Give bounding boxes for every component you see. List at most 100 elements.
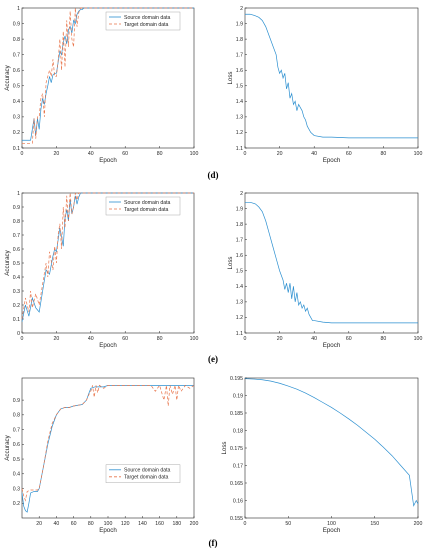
y-tick-label: 0.175 xyxy=(230,446,243,452)
y-tick-label: 1.8 xyxy=(236,37,243,43)
x-tick-label: 80 xyxy=(157,151,163,157)
series-line-loss xyxy=(245,201,418,324)
y-tick-label: 0.165 xyxy=(230,481,243,487)
x-axis-label: Epoch xyxy=(323,342,341,349)
series-line-loss xyxy=(245,13,418,139)
y-tick-label: 0.1 xyxy=(13,146,20,152)
chart-e-accuracy: 0 20 40 60 80 100 0 0.1 0.2 0.3 0.4 0.5 0.6 0.7 0.8 0.9… xyxy=(4,191,198,349)
chart-d-accuracy: 0 20 40 60 80 100 0.1 0.2 0.3 0.4 0.5 0.6 0.7 0.8 0.9 1… xyxy=(4,6,198,164)
chart-d-loss: 0 20 40 60 80 100 1.1 1.2 1.3 1.4 1.5 1.6 1.7 1.8 1.9 2… xyxy=(227,6,422,164)
x-tick-label: 100 xyxy=(190,151,199,157)
y-tick-label: 0 xyxy=(17,331,20,337)
y-tick-label: 1.1 xyxy=(236,331,243,337)
y-tick-label: 1.3 xyxy=(236,115,243,121)
y-tick-label: 1.5 xyxy=(236,269,243,275)
x-axis-label: Epoch xyxy=(99,527,117,534)
legend-entry: Target domain data xyxy=(124,207,169,213)
series-line-loss xyxy=(244,378,419,507)
x-tick-label: 120 xyxy=(121,521,130,527)
series-line-target-domain-data xyxy=(21,192,194,320)
y-tick-label: 1.5 xyxy=(236,84,243,90)
x-tick-label: 80 xyxy=(381,151,387,157)
y-tick-label: 1.1 xyxy=(236,146,243,152)
x-tick-label: 100 xyxy=(104,521,113,527)
y-tick-label: 0.5 xyxy=(13,261,20,267)
y-tick-label: 0.9 xyxy=(13,205,20,211)
y-axis-label: Loss xyxy=(221,441,228,454)
y-tick-label: 0.7 xyxy=(13,233,20,239)
legend-box xyxy=(105,464,181,483)
y-tick-label: 1.4 xyxy=(236,99,243,105)
y-axis-label: Accuracy xyxy=(4,249,11,275)
y-axis-label: Accuracy xyxy=(4,64,11,90)
panel-label-d: (d) xyxy=(208,170,219,180)
y-tick-label: 1.9 xyxy=(236,21,243,27)
x-tick-label: 60 xyxy=(71,521,77,527)
x-tick-label: 180 xyxy=(172,521,181,527)
y-tick-label: 1.8 xyxy=(236,222,243,228)
x-axis-label: Epoch xyxy=(323,157,341,164)
x-tick-label: 80 xyxy=(88,521,94,527)
x-tick-label: 60 xyxy=(346,151,352,157)
x-tick-label: 200 xyxy=(190,521,199,527)
y-tick-label: 0.16 xyxy=(233,498,243,504)
x-tick-label: 0 xyxy=(21,336,24,342)
x-tick-label: 20 xyxy=(277,151,283,157)
y-tick-label: 0.7 xyxy=(13,427,20,433)
x-tick-label: 50 xyxy=(285,521,291,527)
x-tick-label: 20 xyxy=(54,151,60,157)
x-tick-label: 20 xyxy=(36,521,42,527)
y-tick-label: 0.155 xyxy=(230,516,243,522)
x-tick-label: 100 xyxy=(327,521,336,527)
series-line-target-domain-data xyxy=(21,384,195,502)
y-tick-label: 1.2 xyxy=(236,315,243,321)
plot-area xyxy=(244,377,419,519)
y-tick-label: 0.8 xyxy=(13,413,20,419)
y-tick-label: 0.8 xyxy=(13,219,20,225)
y-tick-label: 0.195 xyxy=(230,376,243,382)
x-tick-label: 40 xyxy=(54,521,60,527)
y-tick-label: 0.17 xyxy=(233,463,243,469)
x-tick-label: 100 xyxy=(414,336,423,342)
y-tick-label: 0.7 xyxy=(13,52,20,58)
y-axis-label: Loss xyxy=(227,71,234,84)
plot-area xyxy=(21,7,195,149)
x-tick-label: 0 xyxy=(21,151,24,157)
plot-area xyxy=(244,192,419,334)
x-tick-label: 40 xyxy=(311,336,317,342)
y-tick-label: 0.18 xyxy=(233,428,243,434)
x-tick-label: 60 xyxy=(122,151,128,157)
y-tick-label: 0.4 xyxy=(13,99,20,105)
y-tick-label: 1 xyxy=(17,191,20,197)
series-line-target-domain-data xyxy=(22,7,194,144)
chart-e-loss: 0 20 40 60 80 100 1.1 1.2 1.3 1.4 1.5 1.6 1.7 1.8 1.9 2… xyxy=(227,191,422,349)
y-tick-label: 0.9 xyxy=(13,398,20,404)
y-tick-label: 0.1 xyxy=(13,317,20,323)
chart-f-loss: 0 50 100 150 200 0.155 0.16 0.165 0.17 0.175 0.18 0… xyxy=(221,376,422,534)
legend-entry: Target domain data xyxy=(124,22,169,28)
x-tick-label: 40 xyxy=(311,151,317,157)
x-tick-label: 80 xyxy=(381,336,387,342)
legend-entry: Source domain data xyxy=(124,200,171,206)
x-tick-label: 0 xyxy=(244,336,247,342)
y-tick-label: 0.4 xyxy=(13,472,20,478)
panel-label-f: (f) xyxy=(209,538,218,548)
x-tick-label: 40 xyxy=(88,151,94,157)
y-tick-label: 1.9 xyxy=(236,206,243,212)
y-tick-label: 0.6 xyxy=(13,247,20,253)
y-tick-label: 0.5 xyxy=(13,457,20,463)
legend-entry: Target domain data xyxy=(124,475,169,481)
x-tick-label: 40 xyxy=(88,336,94,342)
panel-label-e: (e) xyxy=(208,354,218,364)
y-tick-label: 0.6 xyxy=(13,68,20,74)
y-tick-label: 0.3 xyxy=(13,115,20,121)
y-tick-label: 0.2 xyxy=(13,130,20,136)
x-tick-label: 20 xyxy=(54,336,60,342)
x-tick-label: 0 xyxy=(244,521,247,527)
y-tick-label: 1.6 xyxy=(236,253,243,259)
y-tick-label: 2 xyxy=(240,191,243,197)
